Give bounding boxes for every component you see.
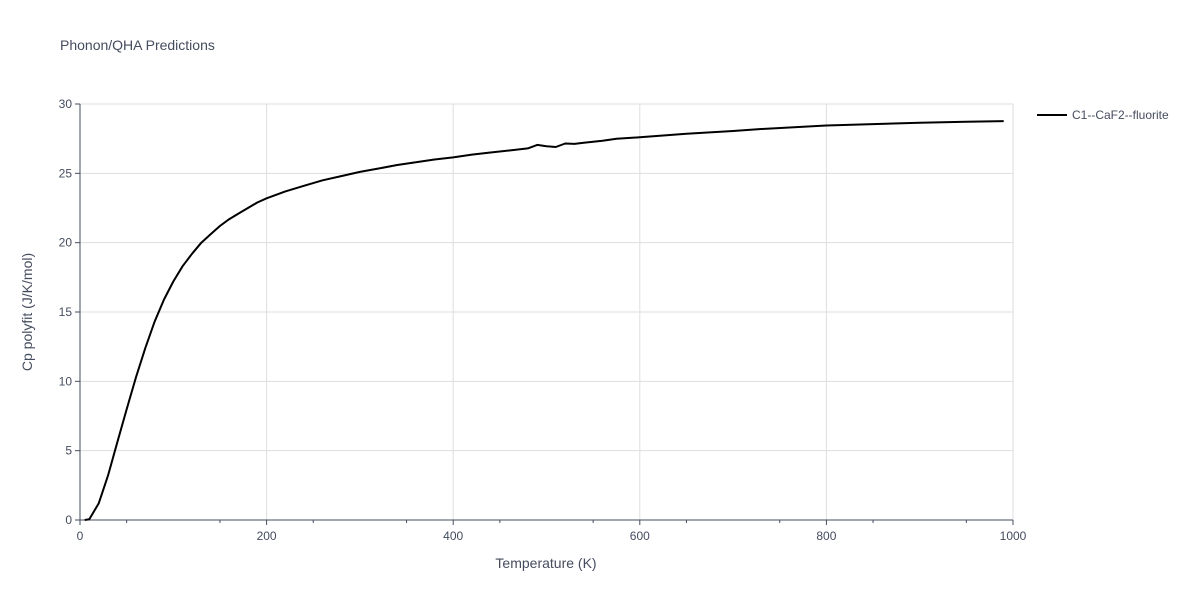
y-tick-labels: 0 5 10 15 20 25 30 [59,97,80,527]
y-tick-label: 5 [65,444,72,458]
x-tick-label: 400 [443,529,463,543]
y-tick-label: 30 [59,97,73,111]
x-tick-label: 1000 [1000,529,1027,543]
y-tick-label: 15 [59,305,73,319]
x-tick-label: 0 [77,529,84,543]
y-tick-label: 0 [65,513,72,527]
y-tick-label: 25 [59,166,73,180]
x-axis-title: Temperature (K) [495,555,596,571]
grid [80,103,1014,520]
series-lines [84,120,1004,521]
y-tick-label: 20 [59,236,73,250]
y-axis-title: Cp polyfit (J/K/mol) [19,253,35,371]
x-tick-label: 200 [257,529,277,543]
legend[interactable]: C1--CaF2--fluorite [1037,108,1169,122]
y-tick-label: 10 [59,374,73,388]
chart-title: Phonon/QHA Predictions [60,37,215,53]
x-tick-label: 800 [816,529,836,543]
x-tick-labels: 0 200 400 600 800 1000 [77,520,1027,543]
x-tick-label: 600 [630,529,650,543]
series-line-C1--CaF2--fluorite [84,120,1004,521]
legend-label: C1--CaF2--fluorite [1072,108,1169,122]
